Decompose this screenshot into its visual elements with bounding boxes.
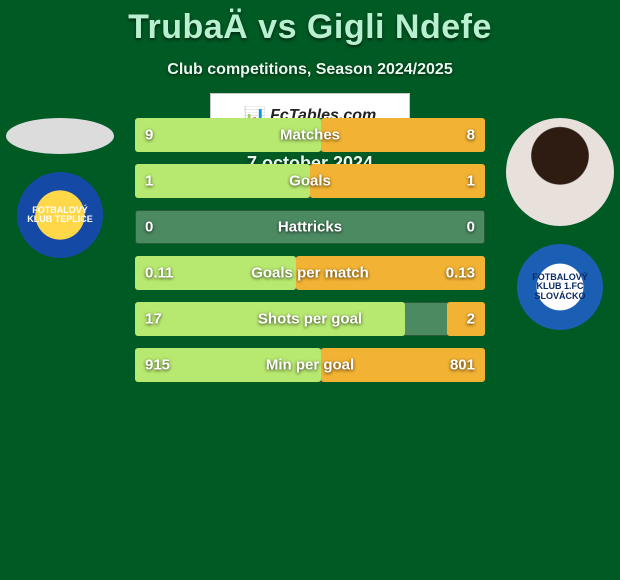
stat-bar-left xyxy=(135,302,405,336)
stat-bar-track xyxy=(135,210,485,244)
stat-bars-container: 98Matches 11Goals 00Hattricks 0.110.13Goals… xyxy=(135,118,485,394)
stat-bar-right xyxy=(310,164,485,198)
right-club-label: FOTBALOVÝ KLUB 1.FC SLOVÁCKO xyxy=(523,273,597,301)
stat-row: 915801Min per goal xyxy=(135,348,485,382)
page-title: TrubaÄ vs Gigli Ndefe xyxy=(0,0,620,47)
right-player-avatar xyxy=(506,118,614,226)
stat-row: 0.110.13Goals per match xyxy=(135,256,485,290)
left-player-avatar xyxy=(6,118,114,154)
stat-bar-right xyxy=(447,302,486,336)
left-club-label: FOTBALOVÝ KLUB TEPLICE xyxy=(23,206,97,225)
subtitle: Club competitions, Season 2024/2025 xyxy=(0,61,620,79)
stat-bar-left xyxy=(135,256,296,290)
left-club-logo: FOTBALOVÝ KLUB TEPLICE xyxy=(17,172,103,258)
stat-bar-left xyxy=(135,348,321,382)
stat-bar-left xyxy=(135,164,310,198)
stat-bar-right xyxy=(321,348,486,382)
right-club-logo: FOTBALOVÝ KLUB 1.FC SLOVÁCKO xyxy=(517,244,603,330)
stat-row: 98Matches xyxy=(135,118,485,152)
stat-row: 172Shots per goal xyxy=(135,302,485,336)
right-player-column: FOTBALOVÝ KLUB 1.FC SLOVÁCKO xyxy=(505,118,615,330)
stat-bar-right xyxy=(296,256,485,290)
stat-bar-left xyxy=(135,118,321,152)
left-player-column: FOTBALOVÝ KLUB TEPLICE xyxy=(5,118,115,258)
stat-bar-right xyxy=(321,118,486,152)
stat-row: 00Hattricks xyxy=(135,210,485,244)
right-player-face-placeholder xyxy=(506,118,614,226)
stat-row: 11Goals xyxy=(135,164,485,198)
